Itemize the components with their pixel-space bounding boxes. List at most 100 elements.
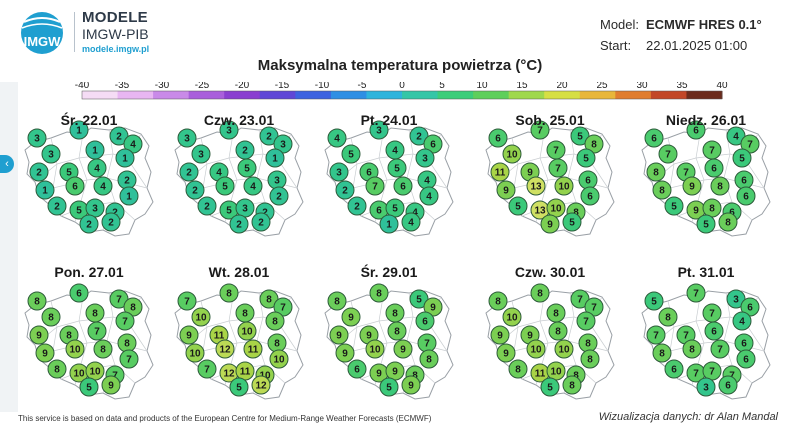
day-label: Pt. 24.01 [360,112,418,128]
day-label: Niedz. 26.01 [665,112,747,128]
station-temperature: 2 [116,132,122,143]
station-temperature: 7 [583,317,589,328]
station-marker [664,196,684,216]
scale-tick-label: 40 [716,82,728,91]
station-temperature: 8 [515,365,521,376]
station-temperature: 4 [733,132,739,143]
scale-tick-label: 20 [556,82,568,91]
station-marker [526,176,546,196]
station-temperature: 8 [585,339,591,350]
station-temperature: 5 [583,154,589,165]
station-temperature: 8 [573,208,579,219]
station-marker [251,212,271,232]
scale-tick-label: -35 [115,82,130,91]
station-temperature: 2 [342,186,348,197]
logo-text: IMGW [24,34,62,49]
station-temperature: 4 [426,192,432,203]
station-marker [347,196,367,216]
day-label: Czw. 30.01 [514,264,586,280]
station-temperature: 8 [659,186,665,197]
station-marker [718,212,738,232]
station-temperature: 8 [553,309,559,320]
station-marker [652,343,672,363]
station-temperature: 10 [273,355,285,366]
station-temperature: 5 [651,297,657,308]
station-marker [69,120,89,140]
scale-tick-label: -25 [195,82,210,91]
station-temperature: 8 [34,297,40,308]
model-info: Model: ECMWF HRES 0.1° Start: 22.01.2025 0… [600,14,762,56]
station-temperature: 3 [92,204,98,215]
station-temperature: 1 [126,192,132,203]
station-marker [736,186,756,206]
station-temperature: 11 [248,345,259,356]
station-temperature: 10 [550,367,562,378]
model-value: ECMWF HRES 0.1° [646,17,762,32]
station-temperature: 8 [226,289,232,300]
station-marker [379,377,399,397]
station-marker [35,343,55,363]
station-marker [185,180,205,200]
station-temperature: 6 [72,182,78,193]
station-marker [215,339,235,359]
chevron-left-icon[interactable]: ‹ [0,155,14,173]
station-marker [508,359,528,379]
station-temperature: 1 [272,154,278,165]
station-temperature: 9 [366,331,372,342]
station-marker [177,128,197,148]
scale-tick-label: 0 [399,82,405,91]
station-temperature: 5 [76,206,82,217]
station-marker [682,176,702,196]
station-marker [197,359,217,379]
station-temperature: 10 [69,345,81,356]
station-marker [580,349,600,369]
station-temperature: 7 [709,367,715,378]
station-temperature: 10 [89,367,101,378]
scale-tick-label: -40 [75,82,90,91]
station-marker [87,321,107,341]
scale-tick-label: -20 [235,82,250,91]
station-temperature: 10 [73,369,85,380]
station-marker [562,375,582,395]
station-marker [327,291,347,311]
brand-url[interactable]: modele.imgw.pl [82,44,150,54]
station-marker [704,321,724,341]
station-temperature: 4 [100,182,106,193]
station-temperature: 5 [547,383,553,394]
station-temperature: 5 [386,383,392,394]
station-marker [696,214,716,234]
station-temperature: 7 [717,345,723,356]
day-label: Wt. 28.01 [208,264,270,280]
station-temperature: 6 [76,289,82,300]
map-title: Maksymalna temperatura powietrza (°C) [257,57,543,74]
station-marker [379,214,399,234]
station-temperature: 3 [422,154,428,165]
station-marker [686,120,706,140]
scale-tick-label: -10 [315,82,330,91]
station-temperature: 9 [430,303,436,314]
station-temperature: 8 [66,331,72,342]
station-temperature: 9 [342,349,348,360]
ecmwf-attribution: This service is based on data and produc… [18,414,432,423]
station-marker [419,349,439,369]
station-temperature: 7 [112,371,118,382]
scale-color-segment [259,91,296,99]
station-temperature: 8 [587,355,593,366]
station-marker [93,176,113,196]
logo-divider [74,12,75,52]
station-marker [87,158,107,178]
station-temperature: 6 [430,140,436,151]
model-label: Model: [600,17,640,32]
station-marker [41,307,61,327]
station-marker [79,377,99,397]
station-temperature: 4 [94,164,100,175]
station-temperature: 8 [717,182,723,193]
station-marker [530,283,550,303]
